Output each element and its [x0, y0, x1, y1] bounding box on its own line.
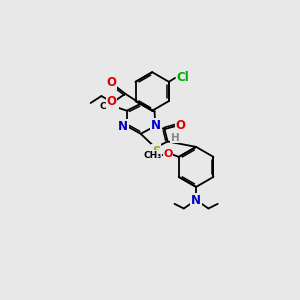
Text: S: S	[152, 145, 160, 158]
Text: O: O	[176, 119, 186, 132]
Text: O: O	[106, 95, 116, 108]
Text: N: N	[118, 120, 128, 133]
Text: Cl: Cl	[176, 71, 189, 85]
Text: CH₃: CH₃	[100, 102, 118, 111]
Text: H: H	[171, 133, 180, 142]
Text: CH₃: CH₃	[143, 151, 162, 160]
Text: N: N	[191, 194, 201, 206]
Text: N: N	[151, 119, 161, 132]
Text: O: O	[106, 76, 116, 89]
Text: O: O	[163, 149, 173, 159]
